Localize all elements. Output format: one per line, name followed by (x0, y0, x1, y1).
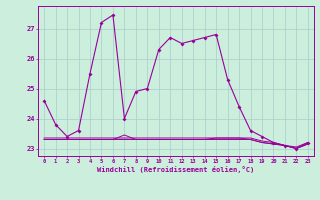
X-axis label: Windchill (Refroidissement éolien,°C): Windchill (Refroidissement éolien,°C) (97, 166, 255, 173)
